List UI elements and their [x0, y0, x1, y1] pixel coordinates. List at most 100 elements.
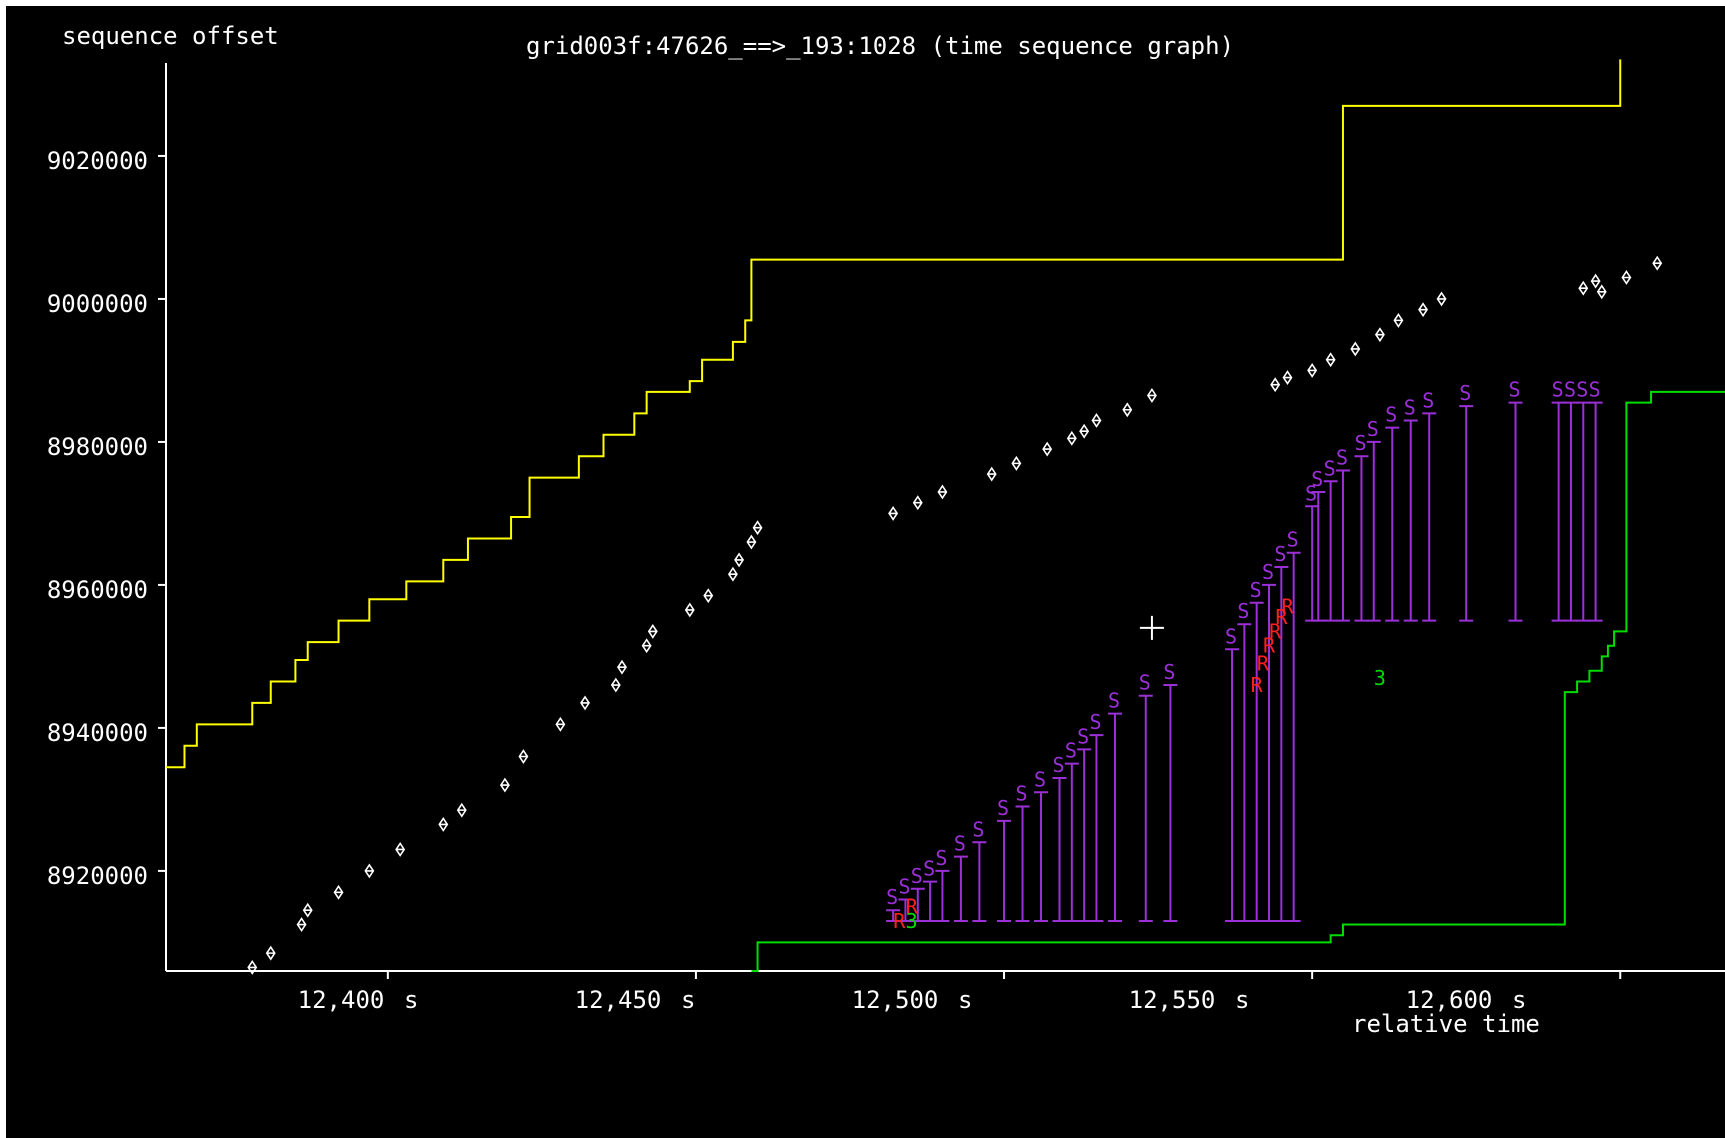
segment-marker: [703, 588, 714, 604]
segment-marker: [555, 716, 566, 732]
sack-bar: [997, 819, 1012, 922]
x-tick-unit: s: [958, 986, 973, 1014]
retransmit-marker: R: [1263, 634, 1276, 658]
y-tick-label: 8980000: [46, 433, 148, 461]
retransmit-marker: R: [1275, 605, 1288, 629]
sack-bar: [1262, 583, 1277, 922]
y-tick-label: 9020000: [46, 147, 148, 175]
x-tick-unit: s: [1235, 986, 1250, 1014]
sack-label: S: [1459, 381, 1471, 405]
sack-label: S: [886, 885, 898, 909]
sack-bar: [1052, 776, 1067, 922]
segment-marker: [1270, 377, 1281, 393]
sack-label: S: [1305, 481, 1317, 505]
segment-marker: [296, 917, 307, 932]
crosshair-cursor: [1139, 615, 1164, 640]
segment-marker: [1042, 441, 1053, 457]
sack-bar: [1385, 426, 1400, 622]
sack-label: S: [1108, 689, 1120, 713]
segment-marker: [1282, 370, 1293, 386]
y-tick-label: 8940000: [46, 719, 148, 747]
segment-marker: [986, 466, 997, 482]
sack-label: S: [1367, 417, 1379, 441]
segment-marker: [888, 505, 899, 521]
sack-label: S: [1336, 446, 1348, 470]
segment-marker: [364, 863, 375, 879]
sack-label: S: [1422, 388, 1434, 412]
sack-label: S: [1404, 395, 1416, 419]
segment-marker: [1091, 413, 1102, 428]
sack-label: S: [898, 875, 910, 899]
sack-bar: [1077, 748, 1092, 922]
sack-bar: [1576, 401, 1591, 622]
sack-label: S: [997, 796, 1009, 820]
segment-marker: [302, 902, 313, 918]
sack-bar: [1286, 551, 1301, 922]
segment-marker: [518, 749, 529, 764]
sack-bar: [898, 898, 913, 922]
sack-label: S: [1016, 782, 1028, 806]
x-tick-label: 12,450: [574, 986, 662, 1014]
sack-label: S: [1250, 578, 1262, 602]
window-step-line: [166, 59, 1622, 769]
sack-bar: [1323, 480, 1338, 622]
segment-marker: [617, 659, 627, 675]
sack-label: S: [1385, 403, 1397, 427]
sack-label: S: [1237, 599, 1249, 623]
retransmit-marker: R: [1251, 673, 1264, 697]
sack-label: S: [923, 857, 935, 881]
sack-bar: [1163, 684, 1178, 922]
sack-bar: [1311, 490, 1326, 622]
sack-label: S: [1065, 739, 1077, 763]
sack-label: S: [1089, 710, 1101, 734]
segment-marker: [456, 802, 467, 818]
sack-bar: [1422, 412, 1437, 622]
segment-marker: [1596, 284, 1607, 300]
sack-label: S: [1262, 560, 1274, 584]
segment-marker: [937, 484, 948, 500]
x-tick-label: 12,400: [297, 986, 385, 1014]
segment-marker: [1578, 280, 1589, 296]
sack-bar: [1354, 455, 1369, 622]
segment-marker: [1011, 455, 1022, 471]
segment-marker: [1307, 362, 1318, 378]
sack-bar: [1274, 566, 1289, 922]
segment-marker: [1590, 273, 1601, 289]
retransmit-marker: R: [1257, 652, 1270, 676]
segment-marker: [1079, 423, 1090, 439]
sack-bar: [1563, 401, 1578, 622]
segment-marker: [1393, 312, 1404, 328]
sack-bar: [1249, 601, 1264, 922]
sack-bar: [1064, 762, 1079, 922]
sack-label: S: [1287, 528, 1299, 552]
sack-label: S: [1034, 767, 1046, 791]
segment-marker: [647, 623, 658, 639]
sack-bar: [1335, 469, 1350, 622]
retransmit-marker: R: [1281, 594, 1294, 618]
sack-bar: [1588, 401, 1603, 622]
sack-label: S: [911, 864, 923, 888]
segment-marker: [395, 842, 406, 857]
chart-title: grid003f:47626_==>_193:1028 (time sequen…: [526, 32, 1235, 60]
dupack-marker: 3: [906, 909, 918, 933]
sack-label: S: [1576, 378, 1588, 402]
sack-label: S: [1274, 542, 1286, 566]
sack-bar: [1459, 405, 1474, 622]
sack-label: S: [954, 832, 966, 856]
sack-label: S: [972, 817, 984, 841]
sack-label: S: [1052, 753, 1064, 777]
sack-bar: [1508, 401, 1523, 622]
segment-marker: [1350, 341, 1361, 357]
sack-bar: [1034, 791, 1049, 922]
sack-bar: [1089, 734, 1104, 922]
segment-marker: [438, 816, 449, 832]
x-tick-label: 12,550: [1128, 986, 1216, 1014]
y-axis-label: sequence offset: [62, 22, 279, 50]
sack-bar: [1237, 623, 1252, 922]
sack-bar: [935, 869, 950, 922]
segment-marker: [1122, 402, 1133, 418]
sack-label: S: [1163, 660, 1175, 684]
segment-marker: [727, 566, 738, 582]
segment-marker: [746, 534, 757, 550]
